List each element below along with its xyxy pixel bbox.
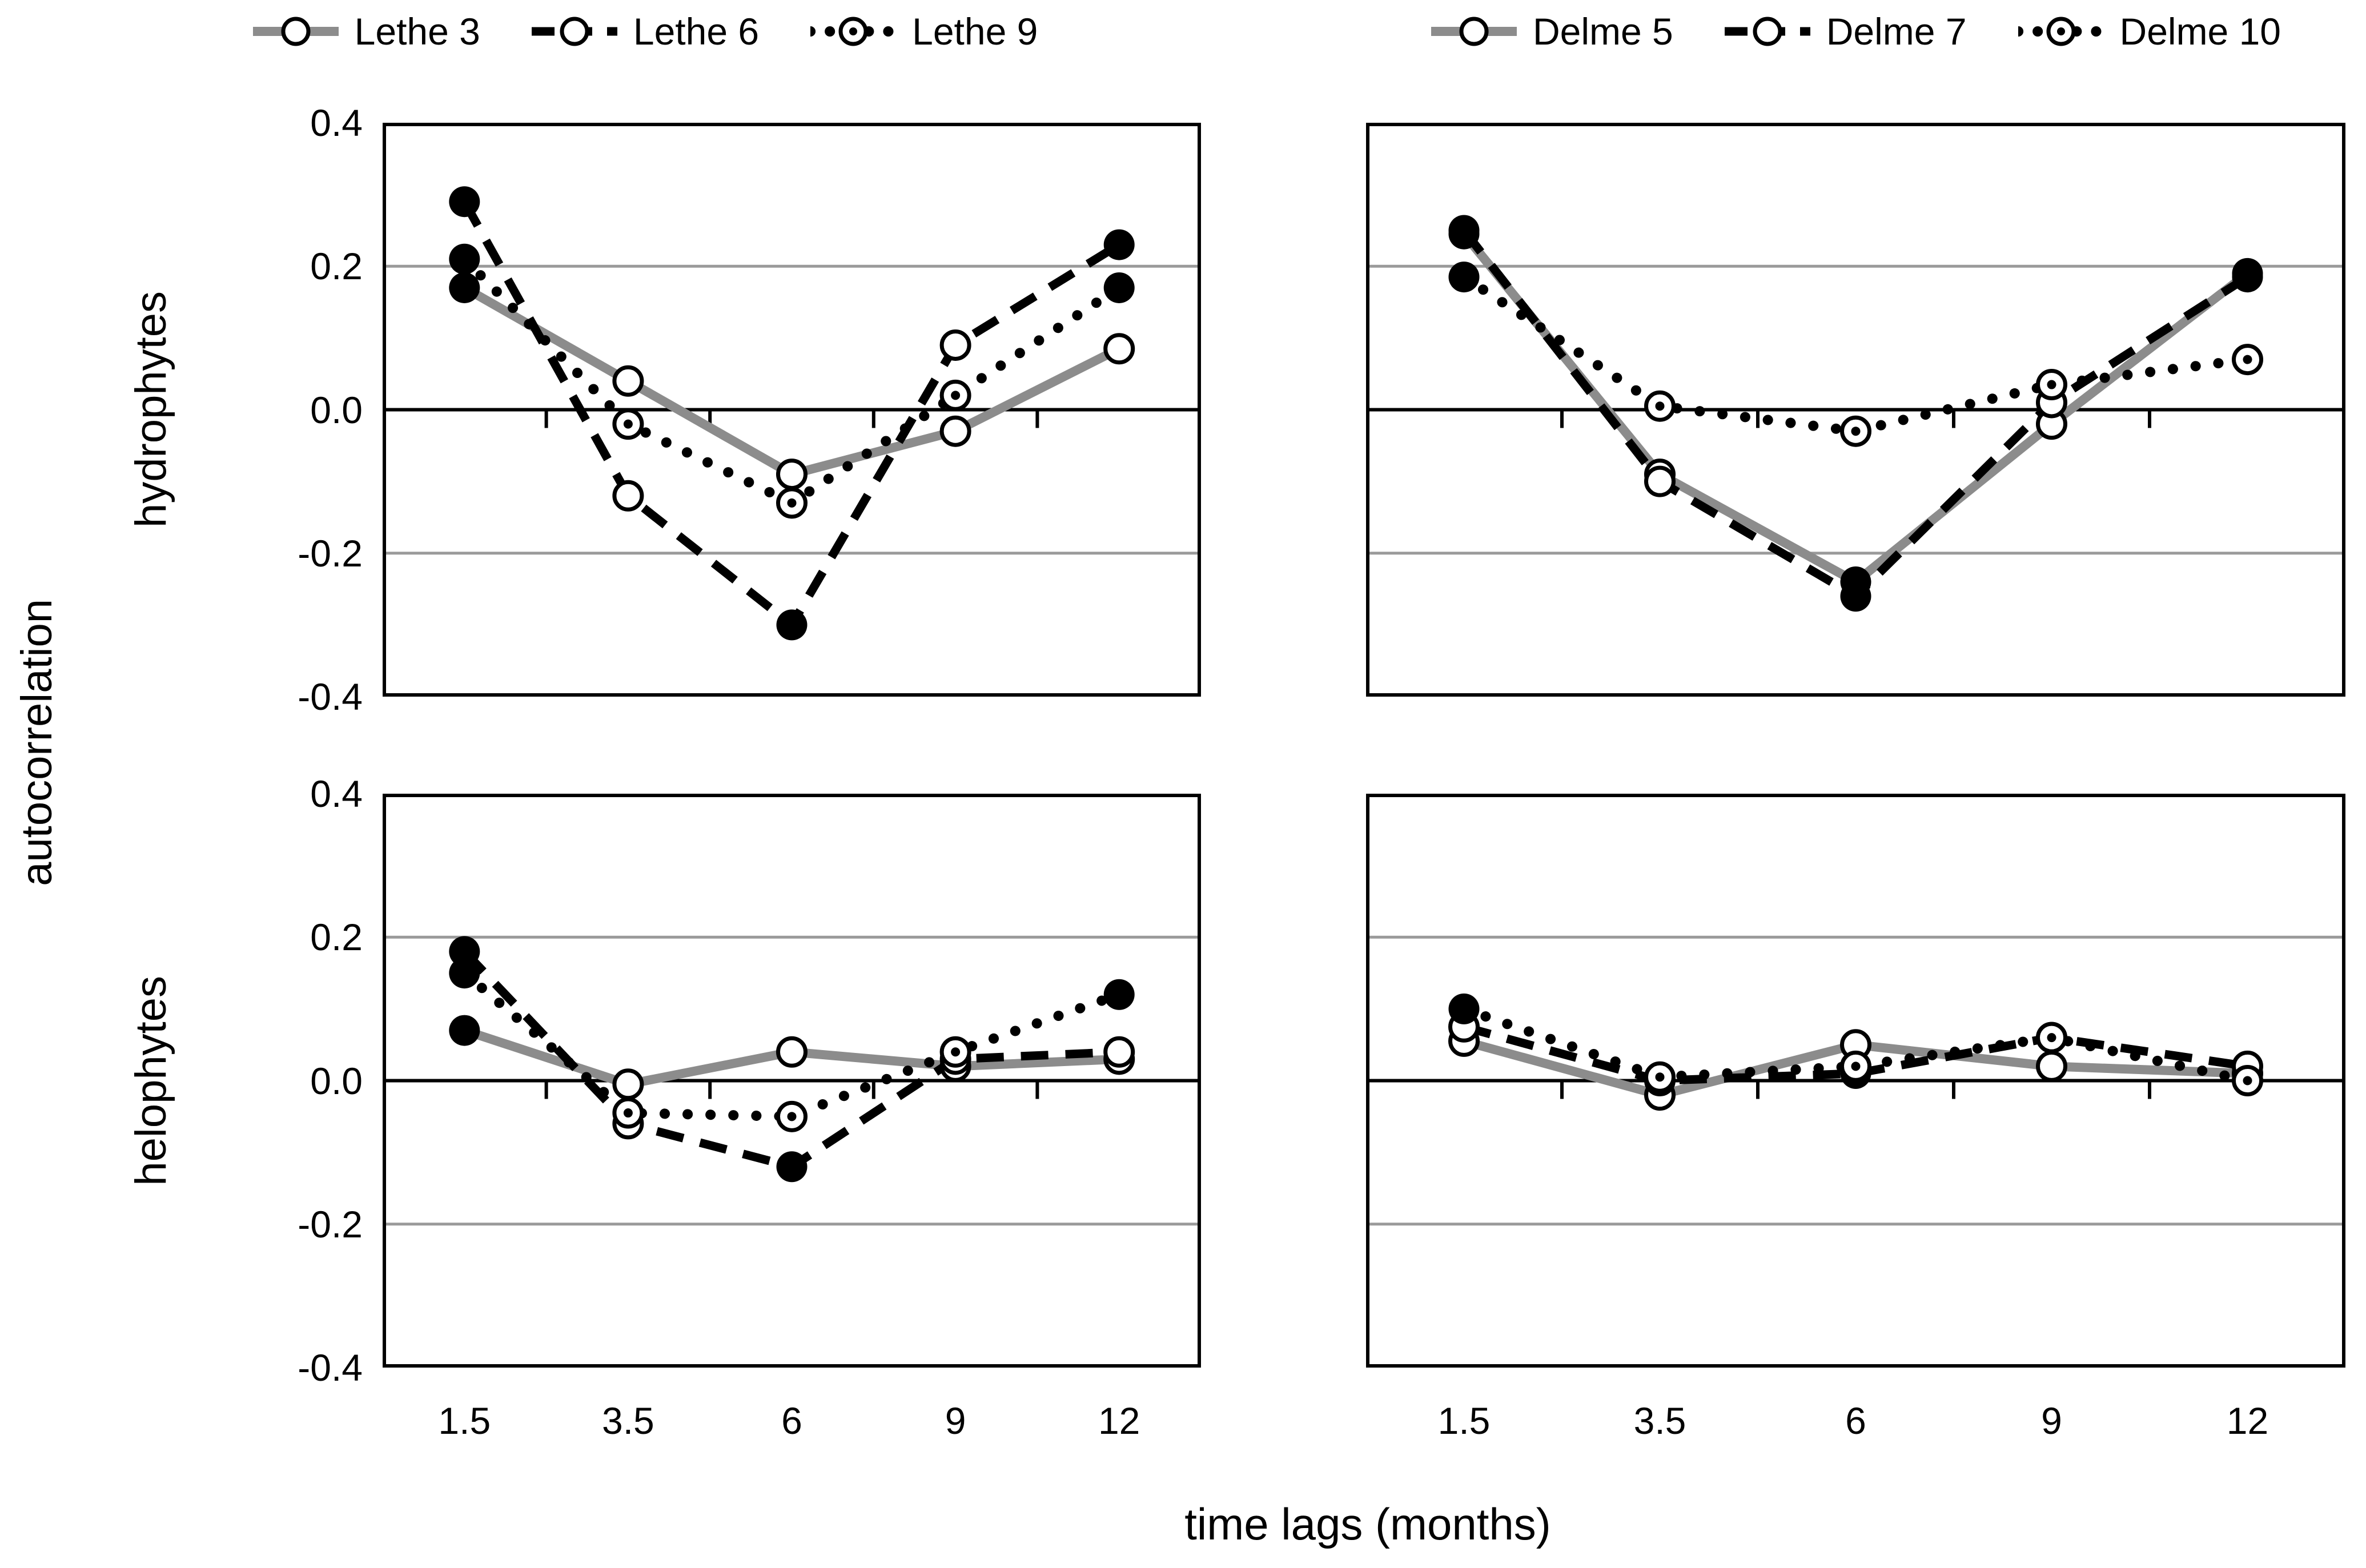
legend-label: Delme 5 [1533, 10, 1673, 53]
x-tick-label: 6 [781, 1400, 802, 1442]
line-sample-solid-gray-icon [1431, 17, 1517, 46]
chart-panel-delme-hydrophytes [1366, 123, 2345, 697]
y-tick-label: -0.4 [298, 676, 363, 718]
x-tick-label: 3.5 [602, 1400, 654, 1442]
legend-label: Lethe 9 [912, 10, 1038, 53]
y-tick-label: -0.2 [298, 532, 363, 574]
legend-label: Lethe 3 [354, 10, 480, 53]
line-sample-solid-gray-icon [252, 17, 339, 46]
line-sample-dotted-black-icon [2018, 17, 2104, 46]
chart-panel-lethe-hydrophytes [383, 123, 1201, 697]
legend-item-delme-10: Delme 10 [2018, 11, 2281, 51]
x-tick-label: 12 [2226, 1400, 2269, 1442]
legend-item-lethe-3: Lethe 3 [252, 10, 480, 53]
x-tick-label: 9 [2041, 1400, 2062, 1442]
line-sample-dotted-black-icon [810, 17, 897, 46]
row-label-hydrophytes: hydrophytes [127, 291, 175, 528]
legend-item-delme-7: Delme 7 [1724, 10, 1967, 53]
legend-delme: Delme 5 Delme 7 Delme 10 [1348, 0, 2364, 63]
x-tick-label: 9 [945, 1400, 966, 1442]
x-tick-label: 1.5 [1437, 1400, 1491, 1442]
legend-label: Delme 7 [1826, 10, 1967, 53]
x-tick-label: 1.5 [438, 1400, 491, 1442]
x-tick-label: 12 [1098, 1400, 1140, 1442]
y-tick-label: 0.0 [310, 1059, 363, 1102]
x-tick-label: 6 [1845, 1400, 1866, 1442]
legend-lethe: Lethe 3 Lethe 6 Lethe 9 [217, 0, 1074, 63]
chart-panel-delme-helophytes [1366, 794, 2345, 1368]
x-axis-title: time lags (months) [1184, 1499, 1551, 1549]
y-axis-title: autocorrelation [13, 598, 61, 886]
legend-label: Lethe 6 [633, 10, 760, 53]
line-sample-dashed-black-icon [1724, 17, 1810, 46]
y-tick-label: 0.2 [310, 916, 363, 959]
y-tick-label: -0.2 [298, 1203, 363, 1245]
y-tick-label: -0.4 [298, 1346, 363, 1389]
y-tick-label: 0.4 [310, 773, 363, 815]
y-tick-label: 0.4 [310, 102, 363, 144]
row-label-helophytes: helophytes [127, 975, 175, 1186]
legend-item-delme-5: Delme 5 [1431, 11, 1673, 51]
legend-item-lethe-9: Lethe 9 [810, 11, 1038, 51]
y-tick-label: 0.2 [310, 245, 363, 288]
line-sample-dashed-black-icon [531, 17, 617, 46]
chart-panel-lethe-helophytes [383, 794, 1201, 1368]
legend-item-lethe-6: Lethe 6 [531, 10, 760, 53]
y-tick-label: 0.0 [310, 388, 363, 431]
x-tick-label: 3.5 [1633, 1400, 1686, 1442]
legend-label: Delme 10 [2119, 10, 2281, 53]
